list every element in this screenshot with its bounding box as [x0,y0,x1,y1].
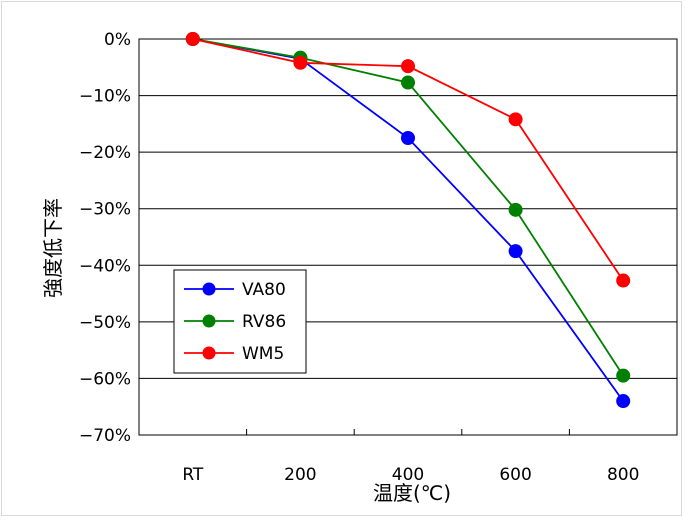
data-point [293,55,308,70]
x-axis-ticks [246,429,570,435]
y-tick-label: −10% [79,87,131,107]
y-tick-label: −20% [79,143,131,163]
y-axis-tick-labels: 0% −10% −20% −30% −40% −50% −60% −70% [79,30,131,446]
legend-marker [202,282,216,296]
legend: VA80 RV86 WM5 [173,269,307,374]
y-tick-label: −50% [79,313,131,333]
data-point [616,273,631,288]
data-point [401,59,415,74]
x-axis-title: 温度(℃) [373,481,451,505]
y-tick-label: −40% [79,256,131,276]
x-tick-label: RT [182,465,204,485]
data-point [185,32,200,46]
series-line [192,38,624,282]
data-point [508,244,523,259]
data-point [616,394,631,409]
y-tick-label: −30% [79,200,131,220]
legend-marker [202,346,216,360]
data-point [508,112,523,127]
y-tick-label: 0% [104,30,131,50]
series-group [185,32,631,409]
legend-label: VA80 [242,280,286,300]
y-tick-label: −60% [79,369,131,389]
y-axis-title: 強度低下率 [41,198,65,298]
plot-area [138,38,678,436]
series-wm5 [185,32,631,288]
x-axis-tick-labels: RT 200 400 600 800 [182,465,639,485]
data-point [401,75,415,90]
data-point [616,368,631,383]
x-tick-label: 400 [392,465,424,485]
legend-label: WM5 [242,344,284,364]
x-tick-label: 200 [284,465,316,485]
data-point [401,131,415,145]
legend-label: RV86 [242,312,286,332]
y-tick-label: −70% [79,426,131,446]
x-tick-label: 800 [607,465,639,485]
x-tick-label: 600 [499,465,531,485]
legend-marker [202,314,216,328]
data-point [508,202,523,217]
